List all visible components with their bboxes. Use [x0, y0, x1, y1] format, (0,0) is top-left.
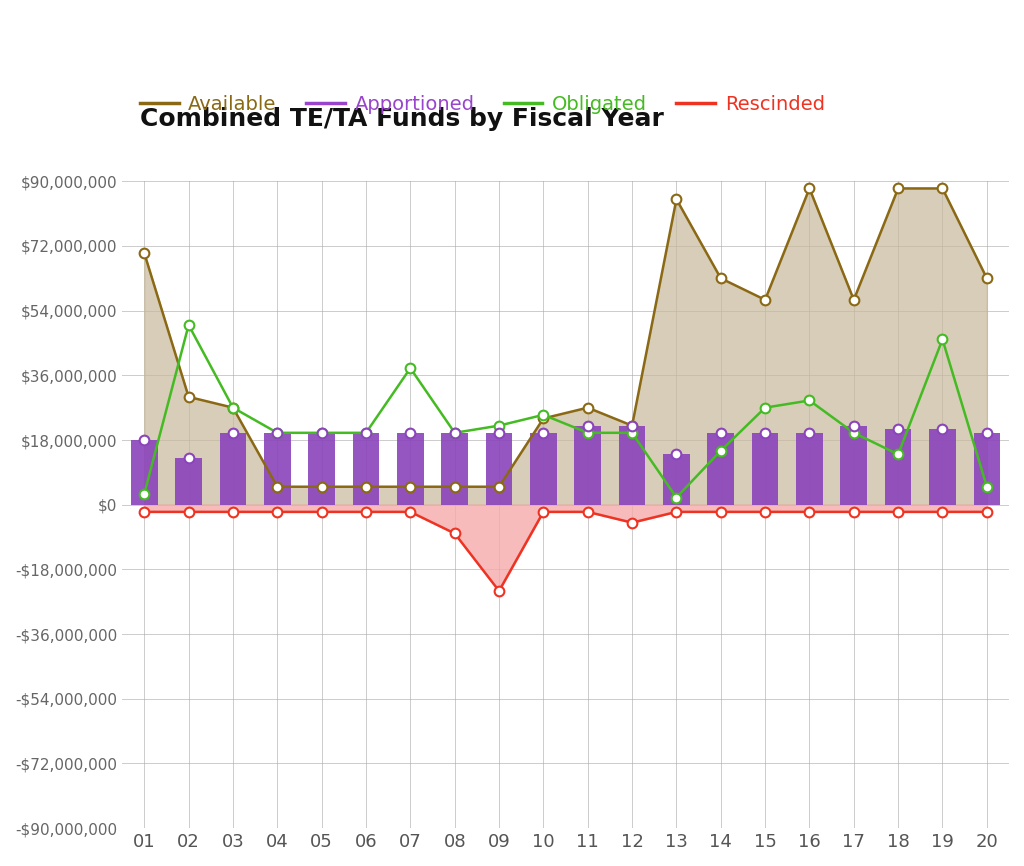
Bar: [929, 430, 955, 505]
Bar: [485, 433, 512, 505]
Bar: [796, 433, 822, 505]
Bar: [308, 433, 335, 505]
Bar: [618, 425, 645, 505]
Bar: [264, 433, 291, 505]
Bar: [841, 425, 867, 505]
Bar: [752, 433, 778, 505]
Bar: [220, 433, 247, 505]
Bar: [885, 430, 911, 505]
Bar: [441, 433, 468, 505]
Legend: Available, Apportioned, Obligated, Rescinded: Available, Apportioned, Obligated, Resci…: [132, 87, 833, 122]
Bar: [708, 433, 734, 505]
Bar: [574, 425, 601, 505]
Bar: [974, 433, 1000, 505]
Bar: [175, 458, 202, 505]
Bar: [664, 455, 690, 505]
Bar: [397, 433, 424, 505]
Bar: [530, 433, 557, 505]
Text: Combined TE/TA Funds by Fiscal Year: Combined TE/TA Funds by Fiscal Year: [140, 107, 664, 131]
Bar: [352, 433, 379, 505]
Bar: [131, 440, 158, 505]
